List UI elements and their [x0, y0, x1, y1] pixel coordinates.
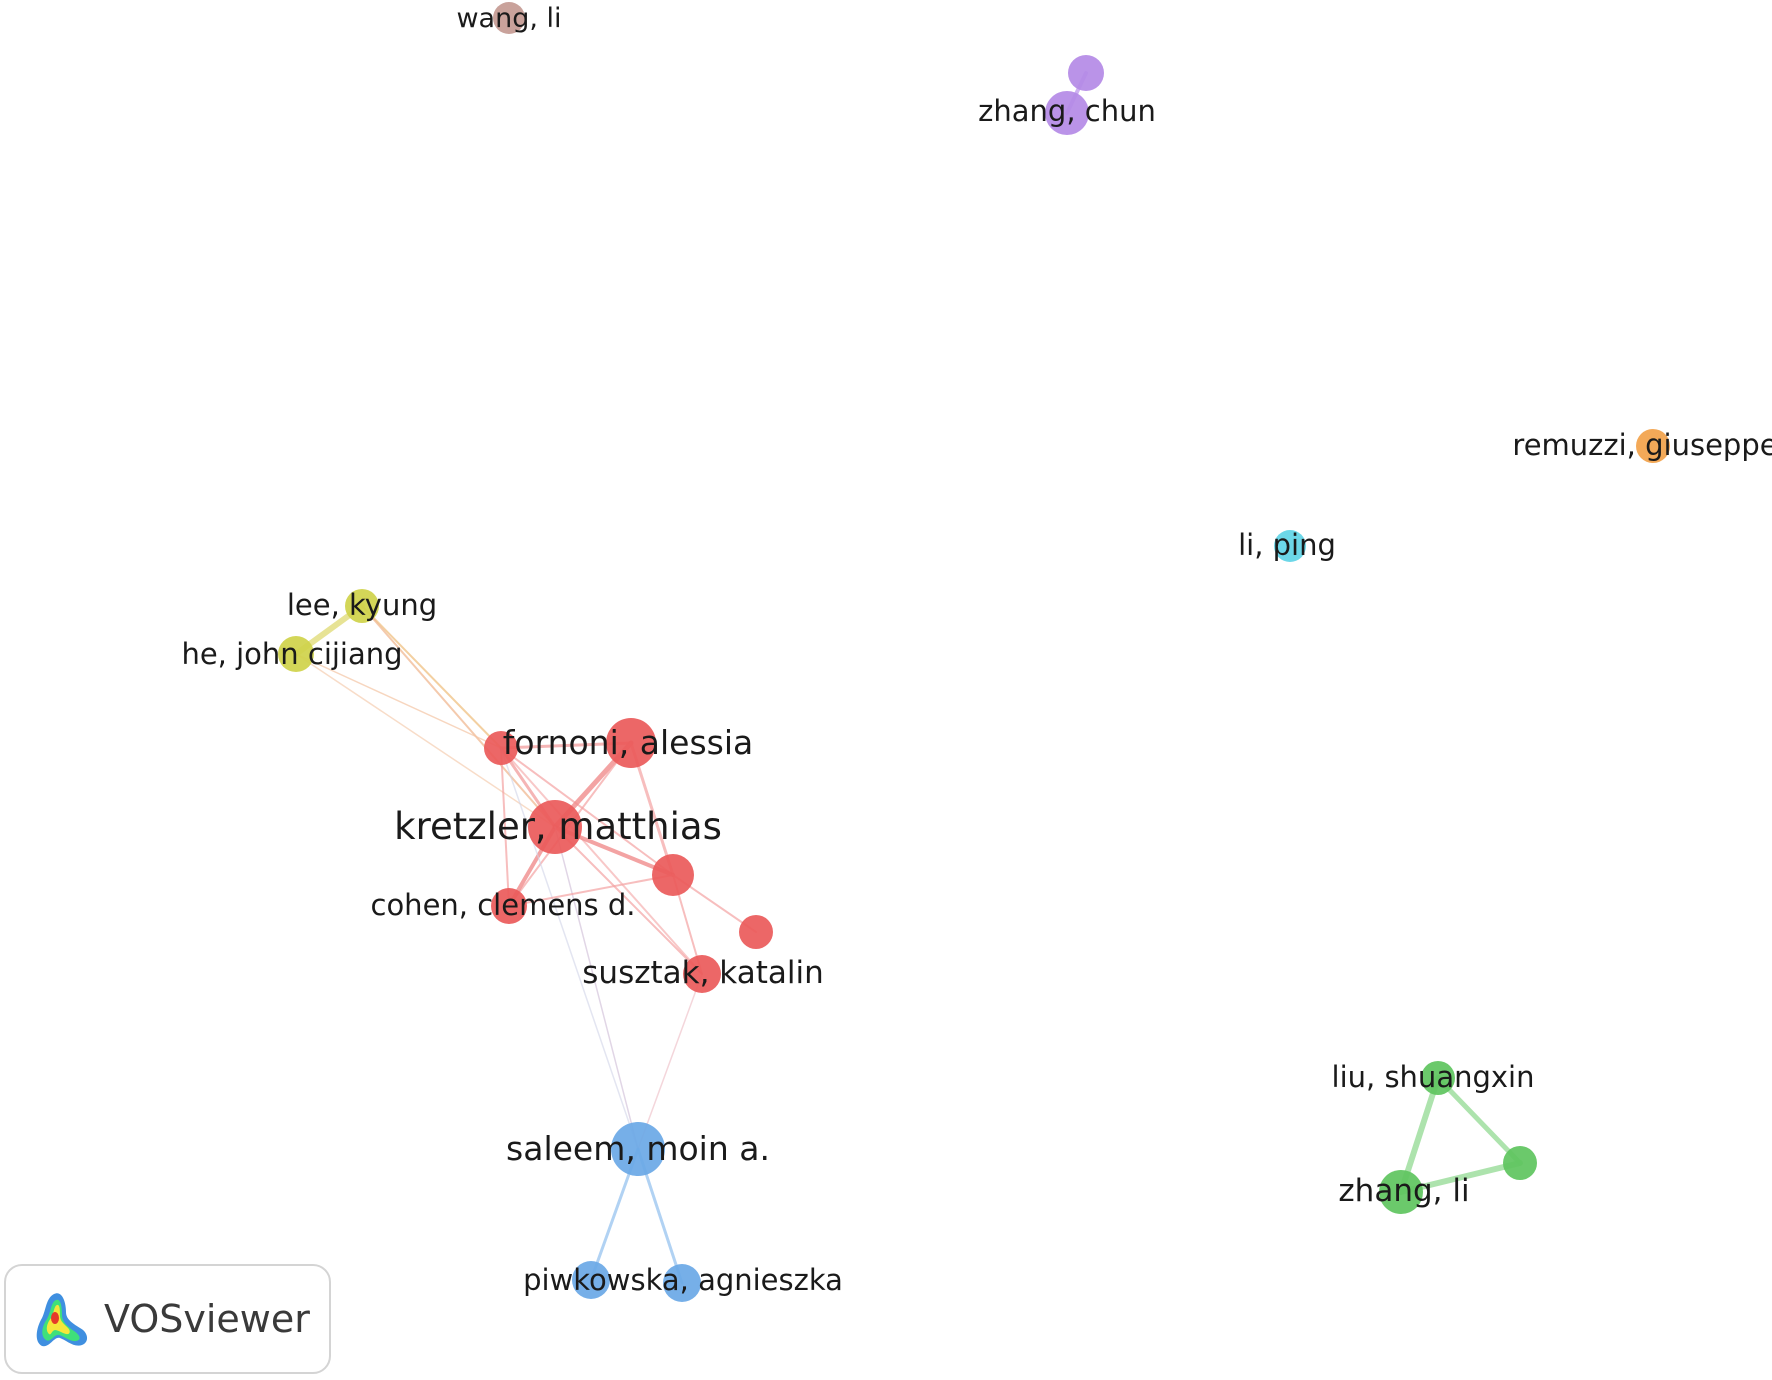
edge-lee-kyung-kretzler-matthias — [361, 605, 556, 828]
edge-kretzler-matthias-saleem-moin-a — [554, 826, 639, 1150]
vosviewer-label: VOSviewer — [104, 1297, 310, 1341]
node-zhang-li[interactable] — [1379, 1170, 1423, 1214]
network-labels: wang, li zhang, chun remuzzi, giuseppe li, … — [181, 3, 1772, 1297]
edge-red-a-saleem-moin-a — [500, 747, 639, 1150]
edge-red-a-red-b — [500, 747, 674, 876]
edge-red-a-susztak-katalin — [500, 747, 703, 975]
node-piwkowska-agnieszka[interactable] — [663, 1264, 701, 1302]
label-lee-kyung: lee, kyung — [287, 588, 437, 622]
node-fornoni-alessia[interactable] — [606, 718, 656, 768]
label-cohen-clemens-d: cohen, clemens d. — [371, 888, 636, 922]
node-lee-kyung[interactable] — [345, 589, 379, 623]
vosviewer-badge: VOSviewer — [4, 1264, 331, 1374]
label-he-john-cijiang: he, john cijiang — [181, 637, 402, 671]
vosviewer-logo-icon — [36, 1293, 88, 1347]
node-susztak-katalin[interactable] — [683, 955, 721, 993]
node-zhang-chun[interactable] — [1045, 91, 1089, 135]
label-liu-shuangxin: liu, shuangxin — [1332, 1060, 1535, 1094]
edge-red-a-cohen-clemens-d — [500, 747, 510, 907]
label-susztak-katalin: susztak, katalin — [582, 955, 823, 991]
label-wang-li: wang, li — [456, 3, 561, 34]
edge-he-john-cijiang-red-a — [295, 653, 502, 749]
edge-susztak-katalin-saleem-moin-a — [637, 973, 703, 1150]
label-fornoni-alessia: fornoni, alessia — [503, 723, 753, 762]
edge-he-john-cijiang-kretzler-matthias — [295, 653, 556, 828]
edge-cohen-clemens-d-red-b — [508, 874, 674, 907]
node-cohen-clemens-d[interactable] — [491, 888, 527, 924]
node-li-ping[interactable] — [1274, 530, 1306, 562]
node-wang-li[interactable] — [493, 2, 525, 34]
edge-liu-shuangxin-green-2 — [1435, 1075, 1523, 1166]
label-remuzzi-giuseppe: remuzzi, giuseppe — [1512, 428, 1772, 462]
node-kretzler-matthias[interactable] — [528, 800, 582, 854]
label-saleem-moin-a: saleem, moin a. — [506, 1129, 770, 1168]
node-saleem-moin-a[interactable] — [611, 1122, 665, 1176]
node-remuzzi-giuseppe[interactable] — [1636, 429, 1670, 463]
edge-lee-kyung-red-a — [361, 605, 502, 749]
node-liu-shuangxin[interactable] — [1421, 1061, 1455, 1095]
label-li-ping: li, ping — [1238, 528, 1336, 562]
edge-kretzler-matthias-susztak-katalin — [554, 826, 703, 975]
node-red-b[interactable] — [652, 854, 694, 896]
label-zhang-chun: zhang, chun — [978, 94, 1156, 128]
label-piwkowska-agnieszka: piwkowska, agnieszka — [523, 1263, 843, 1297]
node-red-c[interactable] — [739, 915, 773, 949]
node-purple-2[interactable] — [1068, 55, 1104, 91]
label-kretzler-matthias: kretzler, matthias — [394, 805, 722, 848]
network-nodes — [278, 2, 1670, 1302]
network-edges — [293, 71, 1523, 1285]
node-green-2[interactable] — [1503, 1146, 1537, 1180]
label-zhang-li: zhang, li — [1338, 1173, 1469, 1209]
node-blue-a[interactable] — [572, 1261, 610, 1299]
node-he-john-cijiang[interactable] — [278, 636, 314, 672]
node-red-a[interactable] — [484, 731, 518, 765]
